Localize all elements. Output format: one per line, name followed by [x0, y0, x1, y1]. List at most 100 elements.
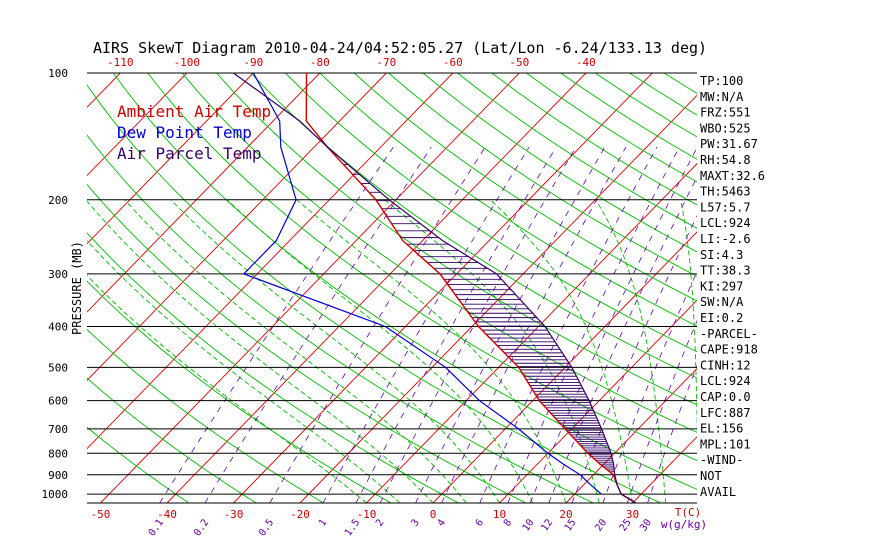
stat-item: CINH:12	[700, 358, 751, 372]
mixing-ratio-tick-label: 2	[374, 517, 386, 528]
dry-adiabat-line	[319, 73, 697, 327]
mixing-ratio-tick-label: 30	[638, 517, 654, 533]
chart-title: AIRS SkewT Diagram 2010-04-24/04:52:05.2…	[93, 39, 707, 57]
dewpoint-line	[242, 73, 602, 495]
bottom-temp-tick-label: 30	[626, 508, 639, 521]
series-group	[233, 73, 637, 503]
pressure-tick-label: 400	[48, 321, 68, 334]
dry-adiabat-line	[353, 73, 697, 302]
moist-adiabat-line	[595, 199, 667, 503]
bottom-temp-tick-label: -10	[357, 508, 377, 521]
moist-adiabat-line	[489, 199, 633, 503]
isotherm-line	[87, 73, 454, 450]
stat-item: L57:5.7	[700, 200, 751, 214]
stat-item: TP:100	[700, 74, 743, 88]
moist-adiabat-line	[170, 199, 500, 503]
stat-item: TT:38.3	[700, 264, 751, 278]
isotherm-line	[432, 231, 697, 503]
bottom-temp-tick-label: -30	[224, 508, 244, 521]
stat-item: MAXT:32.6	[700, 169, 765, 183]
dry-adiabat-line	[836, 73, 870, 503]
bottom-temp-tick-label: 10	[493, 508, 506, 521]
stat-item: RH:54.8	[700, 153, 751, 167]
pressure-tick-label: 700	[48, 423, 68, 436]
legend-ambient: Ambient Air Temp	[117, 102, 271, 121]
dry-adiabat-line	[87, 426, 190, 503]
isotherm-line	[766, 73, 870, 503]
dry-adiabat-line	[147, 73, 697, 461]
mixing-ratio-tick-label: 1	[317, 517, 329, 528]
top-temp-tick-label: -70	[376, 56, 396, 69]
stat-item: LI:-2.6	[700, 232, 751, 246]
top-temp-tick-label: -80	[310, 56, 330, 69]
stat-item: PW:31.67	[700, 137, 758, 151]
mixing-ratio-line	[159, 146, 394, 503]
stat-item: LCL:924	[700, 216, 751, 230]
bottom-temp-tick-label: -20	[290, 508, 310, 521]
dry-adiabat-line	[457, 73, 697, 229]
stat-item: SI:4.3	[700, 248, 743, 262]
stat-item: LFC:887	[700, 406, 751, 420]
bottom-temp-tick-label: 0	[430, 508, 437, 521]
dry-adiabat-line	[87, 328, 324, 503]
stat-item: SW:N/A	[700, 295, 744, 309]
top-temp-tick-label: -100	[174, 56, 201, 69]
pressure-tick-label: 800	[48, 447, 68, 460]
dry-adiabat-line	[767, 73, 870, 503]
isotherm-line	[87, 73, 321, 313]
dry-adiabat-line	[285, 73, 697, 353]
top-temp-tick-label: -110	[107, 56, 134, 69]
mixing-ratio-tick-label: 4	[436, 517, 448, 528]
parcel-line	[233, 73, 637, 503]
dry-adiabat-line	[802, 73, 870, 503]
dry-adiabat-line	[422, 73, 697, 253]
isotherm-line	[499, 299, 697, 503]
pressure-tick-label: 300	[48, 268, 68, 281]
mixing-ratio-tick-label: 0.5	[257, 517, 276, 538]
stat-item: AVAIL	[700, 485, 736, 499]
isotherm-line	[87, 73, 387, 381]
dry-adiabat-line	[87, 84, 661, 503]
dry-adiabat-line	[87, 280, 392, 503]
stat-item: MPL:101	[700, 437, 751, 451]
dry-adiabat-line	[526, 73, 697, 183]
stat-item: EL:156	[700, 422, 743, 436]
pressure-tick-label: 900	[48, 469, 68, 482]
top-temp-tick-label: -50	[509, 56, 529, 69]
stat-item: MW:N/A	[700, 90, 744, 104]
stat-item: WBO:525	[700, 121, 751, 135]
pressure-tick-label: 200	[48, 194, 68, 207]
mixing-ratio-unit: w(g/kg)	[661, 518, 707, 531]
dry-adiabat-line	[87, 183, 527, 503]
bottom-temp-unit: T(C)	[675, 506, 702, 519]
moist-adiabat-line	[87, 200, 434, 503]
stat-item: KI:297	[700, 279, 743, 293]
dry-adiabat-line	[250, 73, 697, 379]
mixing-ratio-tick-label: 20	[593, 517, 609, 533]
moist-adiabat-line	[226, 199, 534, 503]
stat-item: CAPE:918	[700, 343, 758, 357]
pressure-tick-label: 600	[48, 395, 68, 408]
chart-legend: Ambient Air Temp Dew Point Temp Air Parc…	[117, 102, 271, 163]
isotherm-line	[0, 73, 54, 503]
pressure-tick-label: 500	[48, 361, 68, 374]
stat-item: LCL:924	[700, 374, 751, 388]
mixing-ratio-tick-label: 12	[539, 517, 555, 533]
stat-item: -WIND-	[700, 453, 743, 467]
stat-item: EI:0.2	[700, 311, 743, 325]
top-temp-tick-label: -90	[243, 56, 263, 69]
mixing-ratio-tick-label: 3	[409, 517, 421, 528]
isotherm-line	[233, 73, 653, 503]
y-axis-label: PRESSURE (MB)	[70, 241, 84, 335]
moist-adiabat-line	[124, 199, 467, 503]
isotherm-line	[87, 73, 121, 108]
mixing-ratio-tick-label: 6	[474, 517, 486, 528]
isobars	[87, 72, 697, 504]
bottom-temp-tick-label: -50	[91, 508, 111, 521]
stat-item: FRZ:551	[700, 106, 751, 120]
stat-item: TH:5463	[700, 185, 751, 199]
dry-adiabat-line	[388, 73, 697, 277]
legend-dewpoint: Dew Point Temp	[117, 123, 252, 142]
